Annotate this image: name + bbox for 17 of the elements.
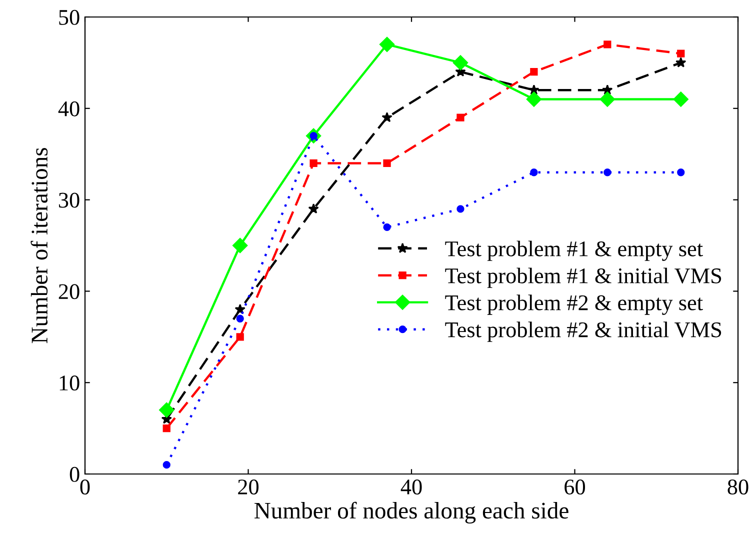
x-axis-title: Number of nodes along each side — [254, 502, 568, 524]
y-tick-label: 40 — [58, 101, 80, 116]
y-tick-label: 20 — [58, 284, 80, 300]
y-tick-label: 10 — [60, 376, 80, 391]
legend-label: Test problem #1 & initial VMS — [445, 268, 722, 288]
x-tick-label: 20 — [238, 480, 259, 494]
x-tick-label: 80 — [728, 480, 748, 494]
x-tick-label: 40 — [400, 480, 422, 494]
x-tick-label: 60 — [564, 480, 586, 494]
y-tick-label: 0 — [70, 466, 80, 482]
legend-label: Test problem #1 & empty set — [445, 240, 703, 261]
y-tick-label: 30 — [58, 192, 80, 208]
y-tick-label: 50 — [59, 10, 80, 25]
legend-label: Test problem #2 & empty set — [445, 294, 703, 315]
legend-label: Test problem #2 & initial VMS — [445, 322, 722, 342]
x-tick-label: 0 — [80, 480, 90, 494]
y-axis-title: Number of iterations — [30, 148, 48, 344]
